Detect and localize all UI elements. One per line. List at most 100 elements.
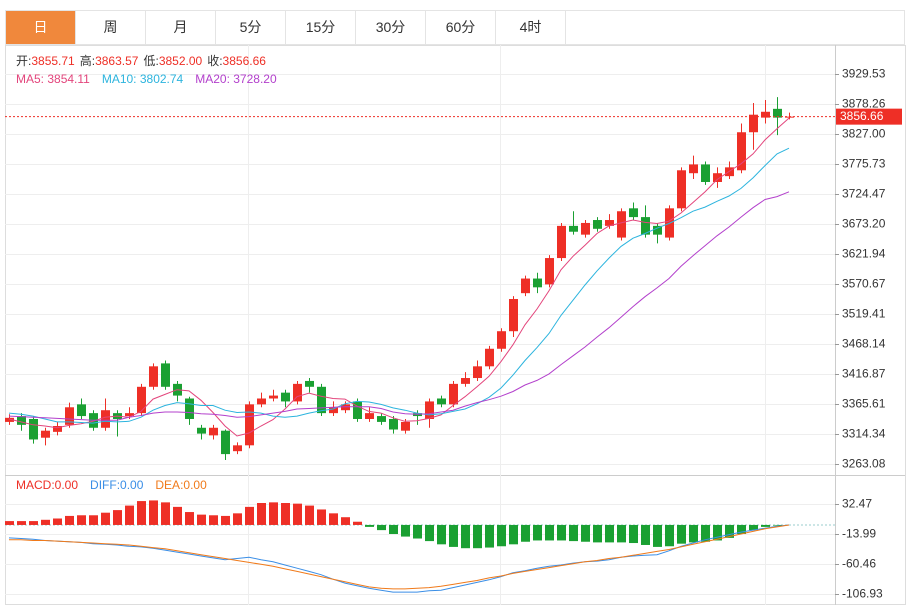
candle-body — [485, 348, 494, 367]
candle-body — [137, 386, 146, 414]
candle-body — [353, 401, 362, 419]
y-tick-label: 3827.00 — [842, 127, 886, 141]
period-tab[interactable]: 周 — [76, 11, 146, 44]
candle-body — [17, 416, 26, 425]
period-tab[interactable]: 15分 — [286, 11, 356, 44]
macd-bar — [461, 524, 470, 549]
candle-body — [221, 430, 230, 455]
candle-body — [293, 383, 302, 402]
macd-bar — [413, 524, 422, 539]
macd-bar — [545, 524, 554, 541]
y-tick-label: 3416.87 — [842, 367, 886, 381]
macd-bar — [125, 505, 134, 525]
legend-entry: MA20: 3728.20 — [195, 72, 277, 86]
macd-bar — [641, 524, 650, 545]
macd-bar — [305, 505, 314, 525]
info-value: 3863.57 — [95, 54, 139, 68]
macd-bar — [557, 524, 566, 541]
macd-bar — [341, 517, 350, 525]
candle-body — [161, 363, 170, 387]
candle-body — [257, 398, 266, 405]
candle-body — [269, 395, 278, 399]
period-tab[interactable]: 日 — [6, 11, 76, 44]
macd-bar — [101, 512, 110, 525]
candle-body — [773, 108, 782, 118]
ma-line — [8, 191, 790, 421]
y-tick-label: -60.46 — [842, 557, 876, 571]
macd-bar — [437, 524, 446, 545]
y-tick-label: -106.93 — [842, 587, 883, 601]
period-tab[interactable]: 30分 — [356, 11, 426, 44]
candle-body — [65, 407, 74, 425]
macd-bar — [473, 524, 482, 549]
macd-bar — [317, 509, 326, 525]
candle-body — [185, 398, 194, 419]
macd-bar — [677, 524, 686, 544]
candle-body — [749, 114, 758, 133]
macd-bar — [89, 515, 98, 525]
macd-bar — [617, 524, 626, 543]
macd-bar — [749, 524, 758, 531]
macd-bar — [161, 502, 170, 525]
macd-bar — [149, 500, 158, 525]
macd-bar — [581, 524, 590, 542]
candle-body — [341, 404, 350, 411]
macd-bar — [137, 501, 146, 525]
macd-bar — [773, 524, 782, 526]
candle-body — [53, 426, 62, 432]
macd-bar — [245, 506, 254, 525]
macd-bar — [365, 524, 374, 527]
period-tab[interactable]: 4时 — [496, 11, 566, 44]
y-tick-label: 3621.94 — [842, 247, 886, 261]
candle-body — [149, 366, 158, 387]
info-value: 3855.71 — [31, 54, 75, 68]
period-tab[interactable]: 60分 — [426, 11, 496, 44]
macd-bar — [605, 524, 614, 543]
candle-body — [281, 392, 290, 402]
macd-bar — [233, 513, 242, 525]
info-label: 高: — [80, 53, 95, 68]
macd-bar — [41, 519, 50, 525]
macd-bar — [425, 524, 434, 542]
candle-body — [101, 410, 110, 428]
y-tick-label: 3878.26 — [842, 97, 886, 111]
candle-body — [473, 366, 482, 379]
candle-body — [557, 225, 566, 259]
macd-bar — [389, 524, 398, 534]
y-tick-label: -13.99 — [842, 527, 876, 541]
y-tick-label: 3673.20 — [842, 217, 886, 231]
legend-entry: DIFF:0.00 — [90, 478, 144, 492]
macd-bar — [713, 524, 722, 541]
y-tick-label: 3775.73 — [842, 157, 886, 171]
info-value: 3856.66 — [223, 54, 267, 68]
candle-body — [629, 208, 638, 218]
candle-body — [5, 417, 14, 422]
candle-body — [545, 258, 554, 285]
candle-body — [449, 383, 458, 405]
candle-body — [209, 427, 218, 436]
last-price-box — [836, 108, 902, 125]
candle-body — [425, 401, 434, 419]
candle-body — [29, 418, 38, 440]
legend-entry: MA10: 3802.74 — [102, 72, 184, 86]
y-tick-label: 3263.08 — [842, 457, 886, 471]
info-label: 低: — [143, 54, 158, 68]
candle-body — [41, 430, 50, 438]
candle-body — [245, 404, 254, 446]
macd-bar — [29, 521, 38, 525]
candle-body — [329, 407, 338, 414]
period-tab[interactable]: 5分 — [216, 11, 286, 44]
candle-body — [389, 418, 398, 430]
period-tab[interactable]: 月 — [146, 11, 216, 44]
candle-body — [593, 220, 602, 229]
candle-body — [761, 111, 770, 118]
ma-line — [8, 147, 790, 424]
y-tick-label: 32.47 — [842, 497, 872, 511]
macd-bar — [401, 524, 410, 537]
macd-bar — [689, 524, 698, 543]
macd-line — [8, 524, 790, 593]
macd-bar — [377, 524, 386, 531]
candle-body — [737, 132, 746, 171]
candle-body — [581, 222, 590, 235]
